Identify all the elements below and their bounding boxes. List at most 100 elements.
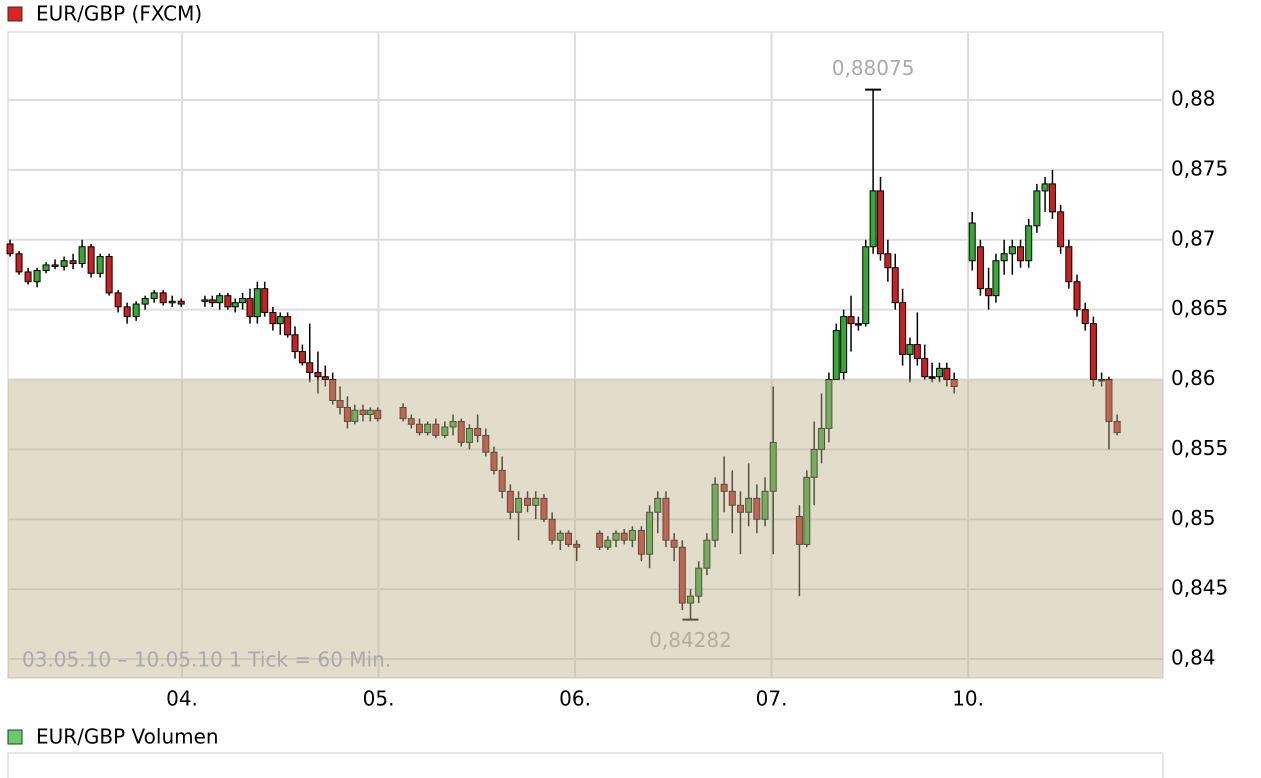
candle-body bbox=[687, 595, 695, 604]
candle-body bbox=[314, 372, 322, 378]
candle-body bbox=[906, 344, 914, 355]
candle-body bbox=[239, 297, 247, 304]
candle-body bbox=[1000, 253, 1008, 262]
candle-body bbox=[869, 190, 877, 248]
candle-body bbox=[366, 409, 374, 415]
candle-body bbox=[374, 409, 382, 420]
candle-body bbox=[432, 423, 440, 436]
candle-body bbox=[269, 311, 277, 325]
candle-body bbox=[15, 253, 23, 273]
candle-body bbox=[60, 260, 68, 267]
candle-body bbox=[976, 246, 984, 290]
candle-body bbox=[728, 490, 736, 506]
candle-body bbox=[565, 532, 573, 545]
y-tick-label: 0,88 bbox=[1171, 87, 1216, 111]
candle-body bbox=[351, 409, 359, 422]
candle-body bbox=[596, 532, 604, 548]
candle-body bbox=[548, 518, 556, 541]
plot-area bbox=[7, 31, 1164, 679]
candle-body bbox=[943, 367, 951, 381]
candle-body bbox=[928, 376, 936, 379]
candle-body bbox=[105, 256, 113, 294]
candle-body bbox=[818, 427, 826, 450]
candle-body bbox=[51, 264, 59, 267]
candle-body bbox=[123, 306, 131, 318]
candle-body bbox=[1008, 246, 1016, 255]
candle-body bbox=[399, 406, 407, 420]
y-tick-label: 0,855 bbox=[1171, 436, 1228, 460]
candle-body bbox=[141, 297, 149, 305]
candle-body bbox=[1033, 190, 1041, 227]
candle-body bbox=[678, 546, 686, 604]
candle-body bbox=[753, 497, 761, 520]
y-tick-label: 0,865 bbox=[1171, 296, 1228, 320]
candle-body bbox=[208, 299, 216, 304]
candle-body bbox=[150, 292, 158, 299]
candle-body bbox=[1065, 246, 1073, 283]
y-tick-label: 0,87 bbox=[1171, 226, 1216, 250]
candle-body bbox=[646, 511, 654, 555]
subtitle: 03.05.10 – 10.05.10 1 Tick = 60 Min. bbox=[22, 648, 391, 672]
candle-body bbox=[231, 302, 239, 308]
candle-body bbox=[654, 497, 662, 513]
x-tick-label: 10. bbox=[952, 687, 984, 711]
candle-body bbox=[620, 532, 628, 541]
candle-body bbox=[1057, 211, 1065, 248]
candle-body bbox=[736, 504, 744, 513]
candle-body bbox=[921, 358, 929, 378]
candle-body bbox=[24, 271, 32, 283]
candle-body bbox=[201, 299, 209, 302]
x-tick-label: 04. bbox=[166, 687, 198, 711]
candle-body bbox=[1025, 225, 1033, 262]
candle-body bbox=[457, 420, 465, 443]
candle-body bbox=[1089, 323, 1097, 381]
chart-title: EUR/GBP (FXCM) bbox=[36, 2, 202, 26]
candle-body bbox=[840, 316, 848, 374]
candle-body bbox=[695, 567, 703, 597]
candle-body bbox=[441, 426, 449, 436]
candle-body bbox=[490, 451, 498, 471]
candle-body bbox=[662, 497, 670, 541]
candle-body bbox=[69, 260, 77, 265]
candle-body bbox=[604, 539, 612, 548]
candle-body bbox=[745, 497, 753, 513]
y-tick-label: 0,85 bbox=[1171, 506, 1216, 530]
candle-body bbox=[482, 434, 490, 453]
candle-body bbox=[114, 292, 122, 308]
candle-body bbox=[246, 297, 254, 318]
shade-band bbox=[8, 379, 1163, 678]
candle-body bbox=[224, 295, 232, 308]
legend-swatch bbox=[7, 729, 23, 745]
candle-body bbox=[968, 222, 976, 262]
candle-body bbox=[216, 295, 224, 304]
x-tick-label: 05. bbox=[363, 687, 395, 711]
candle-body bbox=[854, 323, 862, 326]
candle-body bbox=[884, 253, 892, 269]
candle-body bbox=[1041, 183, 1049, 192]
candle-body bbox=[950, 379, 958, 388]
candle-body bbox=[407, 418, 415, 425]
candle-body bbox=[159, 292, 167, 304]
candle-body bbox=[321, 376, 329, 381]
candle-body bbox=[1073, 281, 1081, 311]
x-tick-label: 06. bbox=[559, 687, 591, 711]
volume-panel bbox=[7, 752, 1164, 778]
candle-body bbox=[276, 316, 284, 325]
candle-body bbox=[424, 423, 432, 434]
candle-body bbox=[168, 300, 176, 304]
candle-body bbox=[498, 469, 506, 492]
candle-body bbox=[935, 367, 943, 378]
candle-body bbox=[1048, 183, 1056, 213]
candle-body bbox=[832, 330, 840, 381]
max-label: 0,88075 bbox=[832, 56, 915, 80]
candle-body bbox=[343, 406, 351, 422]
candle-body bbox=[825, 379, 833, 429]
candle-body bbox=[261, 288, 269, 313]
candle-body bbox=[628, 529, 636, 541]
candle-body bbox=[769, 441, 777, 492]
candle-body bbox=[1081, 309, 1089, 325]
y-tick-label: 0,845 bbox=[1171, 576, 1228, 600]
candle-body bbox=[291, 334, 299, 353]
candle-body bbox=[42, 264, 50, 272]
candle-body bbox=[284, 316, 292, 336]
